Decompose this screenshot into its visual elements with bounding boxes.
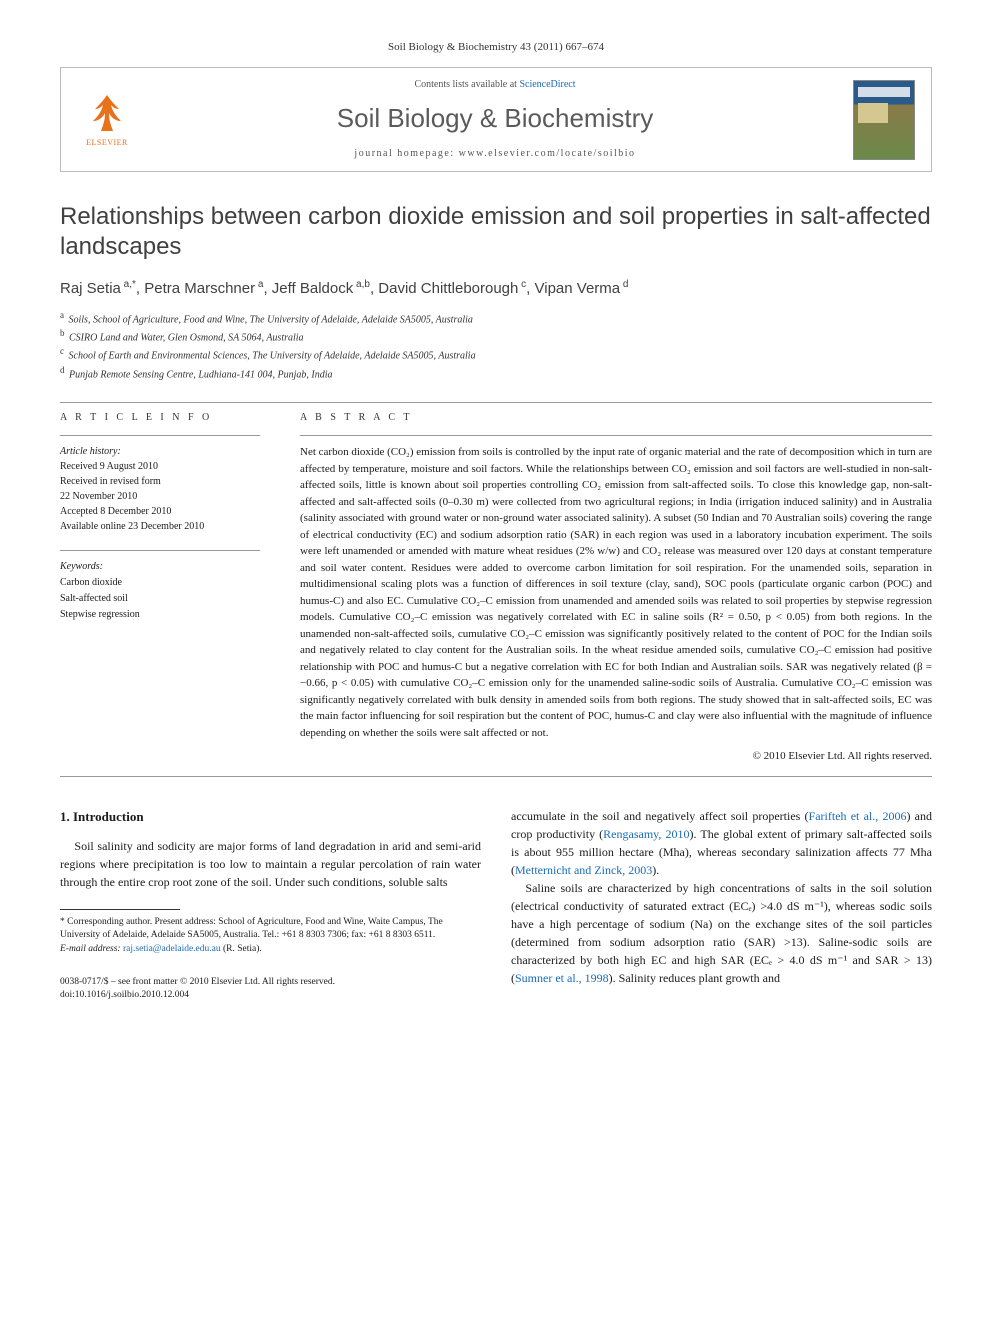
homepage-prefix: journal homepage: [354,148,458,159]
divider [60,776,932,777]
history-line: 22 November 2010 [60,491,137,502]
divider [60,435,260,436]
author-sup: a,b [353,279,370,290]
intro-paragraph: accumulate in the soil and negatively af… [511,807,932,879]
email-line: E-mail address: raj.setia@adelaide.edu.a… [60,943,481,956]
journal-citation: Soil Biology & Biochemistry 43 (2011) 66… [60,40,932,55]
abstract-label: A B S T R A C T [300,411,932,425]
citation-link[interactable]: Rengasamy, 2010 [603,827,689,841]
email-suffix: (R. Setia). [221,944,262,954]
publisher-logo[interactable]: ELSEVIER [77,85,137,155]
journal-cover-thumb[interactable] [853,80,915,160]
email-label: E-mail address: [60,944,123,954]
history-line: Accepted 8 December 2010 [60,506,171,517]
body-column-right: accumulate in the soil and negatively af… [511,807,932,1002]
homepage-url[interactable]: www.elsevier.com/locate/soilbio [459,148,636,159]
journal-header: ELSEVIER Contents lists available at Sci… [60,67,932,171]
article-title: Relationships between carbon dioxide emi… [60,202,932,262]
author-sup: d [620,279,628,290]
intro-heading: 1. Introduction [60,807,481,827]
author-email[interactable]: raj.setia@adelaide.edu.au [123,944,221,954]
affiliation: d Punjab Remote Sensing Centre, Ludhiana… [60,364,932,382]
body-column-left: 1. Introduction Soil salinity and sodici… [60,807,481,1002]
author-sup: c [518,279,526,290]
keyword: Carbon dioxide [60,577,122,588]
history-line: Available online 23 December 2010 [60,521,204,532]
affiliation-list: a Soils, School of Agriculture, Food and… [60,309,932,382]
page-footer: 0038-0717/$ – see front matter © 2010 El… [60,976,481,1003]
journal-homepage: journal homepage: www.elsevier.com/locat… [153,147,837,161]
history-line: Received 9 August 2010 [60,461,158,472]
affiliation: c School of Earth and Environmental Scie… [60,345,932,363]
affiliation: b CSIRO Land and Water, Glen Osmond, SA … [60,327,932,345]
citation-link[interactable]: Farifteh et al., 2006 [809,809,907,823]
keyword: Salt-affected soil [60,593,128,604]
copyright-line: © 2010 Elsevier Ltd. All rights reserved… [300,749,932,764]
divider [60,550,260,551]
citation-link[interactable]: Sumner et al., 1998 [515,971,609,985]
author-list: Raj Setia a,*, Petra Marschner a, Jeff B… [60,278,932,299]
abstract-text: Net carbon dioxide (CO₂) emission from s… [300,444,932,741]
keywords-block: Keywords: Carbon dioxide Salt-affected so… [60,559,260,623]
citation-link[interactable]: Metternicht and Zinck, 2003 [515,863,652,877]
text-run: ). [652,863,659,877]
footnote-divider [60,909,180,910]
intro-paragraph: Saline soils are characterized by high c… [511,879,932,987]
keyword: Stepwise regression [60,609,140,620]
text-run: Saline soils are characterized by high c… [511,881,932,985]
author: Jeff Baldock a,b [272,280,370,297]
article-info-label: A R T I C L E I N F O [60,411,260,425]
intro-paragraph: Soil salinity and sodicity are major for… [60,837,481,891]
author: David Chittleborough c [378,280,526,297]
article-history: Article history: Received 9 August 2010 R… [60,444,260,534]
journal-title: Soil Biology & Biochemistry [153,100,837,136]
author: Petra Marschner a [144,280,263,297]
publisher-name: ELSEVIER [86,137,128,148]
issn-line: 0038-0717/$ – see front matter © 2010 El… [60,976,481,989]
contents-available: Contents lists available at ScienceDirec… [153,78,837,92]
doi-line: doi:10.1016/j.soilbio.2010.12.004 [60,989,481,1002]
divider [60,402,932,403]
keywords-heading: Keywords: [60,561,103,572]
text-run: ). Salinity reduces plant growth and [609,971,780,985]
author: Vipan Verma d [535,280,629,297]
sciencedirect-link[interactable]: ScienceDirect [519,79,575,90]
text-run: accumulate in the soil and negatively af… [511,809,809,823]
author-sup: a [255,279,263,290]
author-sup: a,* [121,279,136,290]
history-line: Received in revised form [60,476,161,487]
corresponding-author-note: * Corresponding author. Present address:… [60,916,481,943]
author: Raj Setia a,* [60,280,136,297]
affiliation: a Soils, School of Agriculture, Food and… [60,309,932,327]
divider [300,435,932,436]
history-heading: Article history: [60,446,121,457]
elsevier-tree-icon [85,91,129,135]
contents-prefix: Contents lists available at [414,79,519,90]
